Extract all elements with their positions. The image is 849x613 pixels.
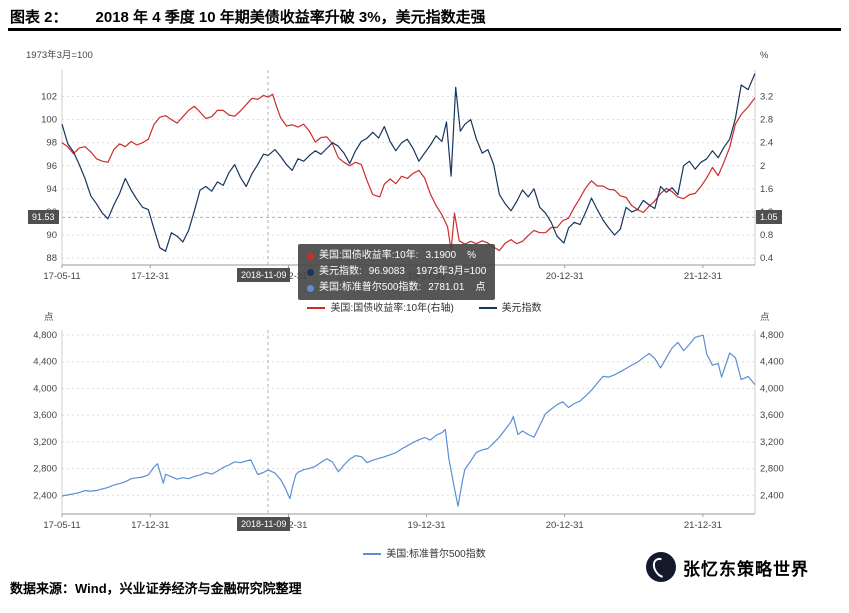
- tooltip-label: 美国:标准普尔500指数:: [319, 282, 422, 293]
- x-axis-tick-label: 17-12-31: [131, 271, 169, 282]
- left-axis-tick-label: 96: [46, 161, 57, 172]
- left-axis-tick-label: 4,800: [33, 330, 57, 341]
- tooltip-unit: 1973年3月=100: [415, 266, 487, 277]
- right-axis-tick-label: 0.8: [760, 230, 773, 241]
- legend-item-sp500: 美国:标准普尔500指数: [363, 549, 486, 560]
- figure-header: 图表 2： 2018 年 4 季度 10 年期美债收益率升破 3%，美元指数走强: [10, 6, 486, 27]
- legend-line-navy: [478, 307, 497, 310]
- x-axis-tick-label: 17-05-11: [43, 520, 80, 531]
- figure-title: 2018 年 4 季度 10 年期美债收益率升破 3%，美元指数走强: [95, 9, 486, 26]
- right-axis-unit-label: 点: [760, 312, 770, 323]
- right-axis-tick-label: 2,400: [760, 490, 784, 501]
- left-axis-tick-label: 100: [41, 115, 57, 126]
- tooltip-unit: 点: [475, 282, 486, 293]
- bottom-chart-canvas: 2,400 2,400 2,800 2,800 3,200 3,200 3,600 3,600…: [33, 312, 784, 531]
- tooltip-label: 美国:国债收益率:10年:: [319, 250, 419, 261]
- x-axis-tick-label: 20-12-31: [546, 271, 584, 282]
- data-source-note: 数据来源：Wind，兴业证券经济与金融研究院整理: [10, 581, 302, 596]
- right-axis-tick-label: 4,400: [760, 357, 784, 368]
- right-axis-tick-label: 2,800: [760, 464, 784, 475]
- brand-mark: 张忆东策略世界: [646, 552, 809, 582]
- tooltip-dot-red: [307, 252, 314, 260]
- tooltip-value: 96.9083: [368, 266, 405, 277]
- tooltip-dot-navy: [307, 268, 314, 276]
- crosshair-date-badge-bottom: 2018-11-09: [237, 517, 291, 531]
- right-axis-tick-label: 3.2: [760, 92, 773, 103]
- left-axis-tick-label: 88: [46, 253, 57, 264]
- x-axis-tick-label: 21-12-31: [684, 520, 722, 531]
- legend-item-usd-index: 美元指数: [478, 303, 542, 314]
- right-axis-unit-label: %: [760, 50, 769, 61]
- tooltip-row: 美国:国债收益率:10年: 3.1900 %: [307, 248, 486, 264]
- legend-label: 美国:国债收益率:10年(右轴): [330, 303, 454, 314]
- right-axis-tick-label: 2: [760, 161, 765, 172]
- title-divider: [8, 28, 841, 31]
- right-axis-tick-label: 4,000: [760, 383, 784, 394]
- bottom-chart-legend: 美国:标准普尔500指数: [0, 545, 849, 560]
- left-axis-tick-label: 98: [46, 138, 57, 149]
- series-line-0: [61, 93, 756, 252]
- right-axis-tick-label: 2.8: [760, 115, 773, 126]
- crosshair-left-value-badge: 91.53: [28, 210, 59, 224]
- tooltip-dot-blue: [307, 284, 314, 292]
- right-axis-tick-label: 1.6: [760, 184, 773, 195]
- tooltip-value: 2781.01: [428, 282, 465, 293]
- tooltip-row: 美国:标准普尔500指数: 2781.01 点: [307, 280, 486, 296]
- top-chart-legend: 美国:国债收益率:10年(右轴) 美元指数: [0, 299, 849, 314]
- left-axis-tick-label: 90: [46, 230, 57, 241]
- left-axis-tick-label: 2,800: [33, 464, 57, 475]
- series-line-1: [61, 73, 756, 252]
- right-axis-tick-label: 3,200: [760, 437, 784, 448]
- left-axis-tick-label: 102: [41, 92, 57, 103]
- left-axis-tick-label: 4,000: [33, 383, 57, 394]
- left-axis-tick-label: 3,600: [33, 410, 57, 421]
- legend-label: 美元指数: [501, 303, 542, 314]
- legend-label: 美国:标准普尔500指数: [386, 549, 486, 560]
- x-axis-tick-label: 17-12-31: [131, 520, 169, 531]
- brand-logo-icon: [646, 552, 676, 582]
- right-axis-tick-label: 3,600: [760, 410, 784, 421]
- crosshair-date-badge-top: 2018-11-09: [237, 268, 291, 282]
- right-axis-tick-label: 2.4: [760, 138, 773, 149]
- tooltip-unit: %: [467, 250, 476, 261]
- tooltip-value: 3.1900: [425, 250, 457, 261]
- chart-tooltip: 美国:国债收益率:10年: 3.1900 % 美元指数: 96.9083 197…: [298, 244, 496, 300]
- crosshair-right-value-badge: 1.05: [756, 210, 782, 224]
- tooltip-label: 美元指数:: [319, 266, 362, 277]
- x-axis-tick-label: 21-12-31: [684, 271, 722, 282]
- legend-line-red: [307, 307, 326, 310]
- right-axis-tick-label: 0.4: [760, 253, 773, 264]
- legend-item-treasury-yield: 美国:国债收益率:10年(右轴): [307, 303, 454, 314]
- series-line-0: [61, 334, 756, 507]
- left-axis-unit-label: 点: [44, 312, 54, 323]
- left-axis-unit-label: 1973年3月=100: [26, 49, 93, 61]
- figure-label: 图表 2：: [10, 9, 68, 26]
- left-axis-tick-label: 4,400: [33, 357, 57, 368]
- left-axis-tick-label: 2,400: [33, 490, 57, 501]
- brand-name: 张忆东策略世界: [683, 559, 809, 579]
- x-axis-tick-label: 17-05-11: [43, 271, 80, 282]
- tooltip-row: 美元指数: 96.9083 1973年3月=100: [307, 264, 486, 280]
- legend-line-blue: [363, 553, 382, 556]
- right-axis-tick-label: 4,800: [760, 330, 784, 341]
- x-axis-tick-label: 19-12-31: [408, 520, 446, 531]
- left-axis-tick-label: 3,200: [33, 437, 57, 448]
- x-axis-tick-label: 20-12-31: [546, 520, 584, 531]
- left-axis-tick-label: 94: [46, 184, 57, 195]
